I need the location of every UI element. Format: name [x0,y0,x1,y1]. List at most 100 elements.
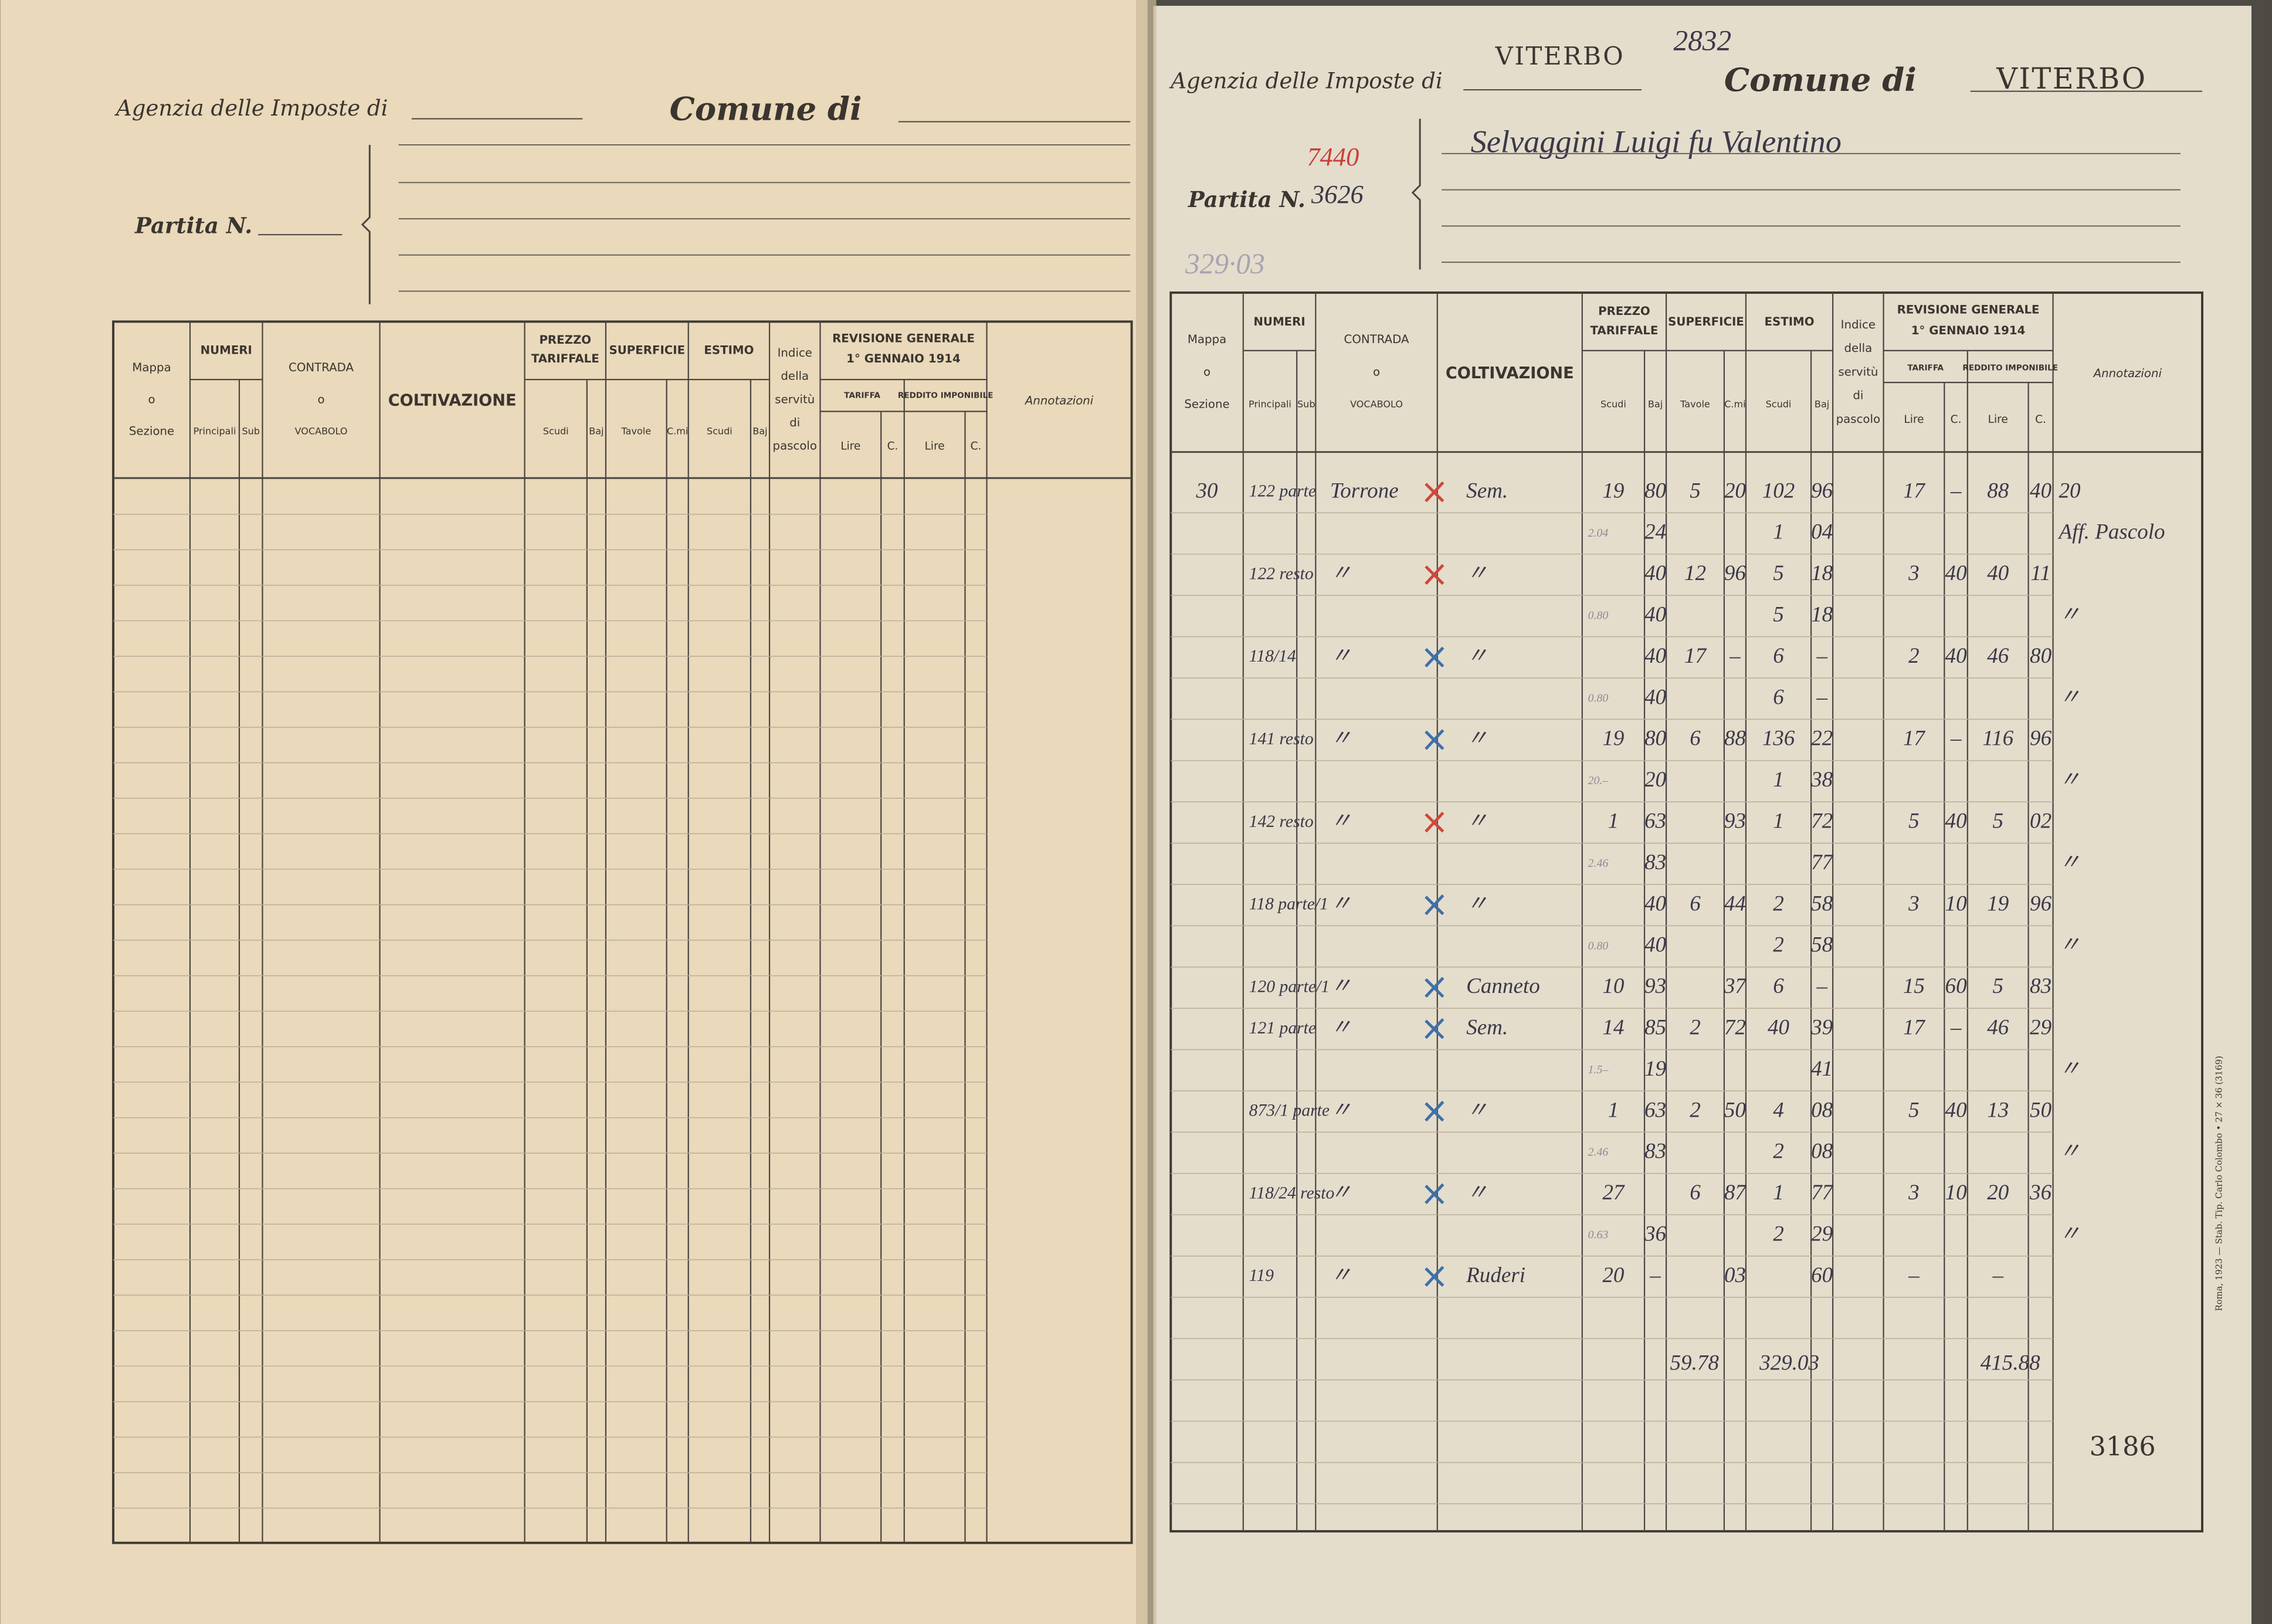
entry-tl: 3 [1908,1181,1920,1205]
comune-label: Comune di [1724,61,1917,99]
entry-colt: Sem. [1466,479,1508,503]
entry-eb: – [1816,644,1827,668]
entry-ps: 19 [1602,727,1624,751]
entry-rl: 46 [1987,1016,2009,1040]
entry-contrada: 〃 [1330,1181,1352,1205]
entry-rl: 20 [1987,1181,2009,1205]
partita-label: Partita N. [1188,187,1305,212]
entry-rl: 5 [1992,974,2003,998]
entry-tc: 60 [1945,974,1968,998]
entry-num: 122 resto [1249,564,1314,583]
header-label: Lire [925,440,945,452]
header-label: pascolo [773,439,817,452]
bracket-note: 0.80 [1588,609,1609,622]
header-label: C. [971,440,982,452]
header-label: SUPERFICIE [609,343,686,357]
entry-rl: 19 [1987,891,2009,916]
header-label: Mappa [132,361,171,374]
partita-old: 7440 [1307,142,1359,171]
entry-colt: 〃 [1466,809,1488,833]
header-label: REDDITO IMPONIBILE [1962,363,2058,372]
entry-tl: 17 [1903,479,1926,503]
partita-label: Partita N. [134,212,252,238]
entry-eb: 41 [1811,1057,1833,1081]
entry-ps: 20 [1602,1263,1625,1287]
entry-tc: – [1950,479,1962,503]
header-label: Principali [1249,399,1291,410]
entry-rl: 116 [1982,727,2013,751]
table-frame [112,320,1133,1544]
comune-stamp: VITERBO [1996,62,2146,96]
entry-eb: – [1816,685,1827,709]
header-label: C. [2035,413,2046,426]
entry-num: 118/14 [1249,647,1296,666]
entry-ann: 〃 [2059,1222,2080,1246]
entry-eb: 58 [1811,933,1833,957]
header-label: C. [1951,413,1962,426]
header-label: VOCABOLO [1350,399,1403,410]
header-label: di [789,416,800,429]
entry-colt: 〃 [1466,891,1488,916]
entry-eb: 08 [1811,1098,1833,1122]
entry-ps: 1 [1608,809,1619,833]
entry-colt: 〃 [1466,561,1488,585]
entry-eb: 29 [1811,1222,1833,1246]
entry-cmi: 37 [1724,974,1747,998]
bracket-note: 2.04 [1588,527,1609,540]
header-label: CONTRADA [1344,333,1409,346]
cross-mark [1425,481,1444,503]
header-label: o [1373,365,1380,378]
entry-eb: 18 [1811,603,1833,627]
entry-es: 6 [1773,685,1784,709]
entry-eb: 39 [1810,1016,1833,1040]
entry-rl: 88 [1987,479,2009,503]
entry-eb: 96 [1811,479,1833,503]
header-label: CONTRADA [289,361,354,374]
header-label: o [318,392,325,406]
entry-pb: 63 [1644,1098,1666,1122]
header-label: COLTIVAZIONE [1446,364,1574,382]
entry-num: 122 parte [1249,482,1316,501]
cross-mark [1425,1018,1444,1039]
header-label: NUMERI [1253,315,1305,328]
entry-rc: 96 [2030,891,2052,916]
header-label: Mappa [1188,333,1226,346]
entry-cmi: 72 [1724,1016,1746,1040]
entry-es: 1 [1773,1181,1784,1205]
entry-tl: – [1908,1263,1920,1287]
entry-pb: 83 [1644,850,1666,874]
entry-num: 141 resto [1249,730,1314,748]
entry-eb: 38 [1810,768,1833,792]
entry-es: 102 [1762,479,1795,503]
entry-es: 2 [1773,1140,1784,1164]
entry-ann: 〃 [2059,1140,2080,1164]
printer-note: Roma, 1923 — Stab. Tip. Carlo Colombo • … [2215,1056,2224,1311]
header-label: Indice [1841,318,1876,331]
entry-tc: – [1950,727,1962,751]
entry-rc: 36 [2029,1181,2052,1205]
entry-ps: 10 [1602,974,1625,998]
entry-ann: 〃 [2059,933,2080,957]
entry-tl: 17 [1903,727,1926,751]
entry-contrada: 〃 [1330,561,1352,585]
entry-tl: 15 [1903,974,1925,998]
right-page [1153,5,2251,1624]
entry-rc: 29 [2030,1016,2051,1040]
entry-tl: 3 [1908,561,1920,585]
cross-mark [1425,646,1444,667]
brace [361,145,371,304]
cross-mark [1425,894,1444,916]
entry-pb: 93 [1644,974,1666,998]
entry-rc: 11 [2030,561,2050,585]
entry-pb: 40 [1644,561,1667,585]
entry-contrada: 〃 [1330,644,1352,668]
entry-ps: 27 [1602,1181,1625,1205]
header-label: di [1853,389,1863,402]
total-reddito: 415.88 [1981,1351,2040,1375]
header-label: 1° GENNAIO 1914 [846,352,961,365]
entry-pb: 40 [1644,685,1667,709]
entry-tl: 5 [1908,1098,1920,1122]
entry-tc: 40 [1945,561,1968,585]
entry-rc: 80 [2030,644,2052,668]
